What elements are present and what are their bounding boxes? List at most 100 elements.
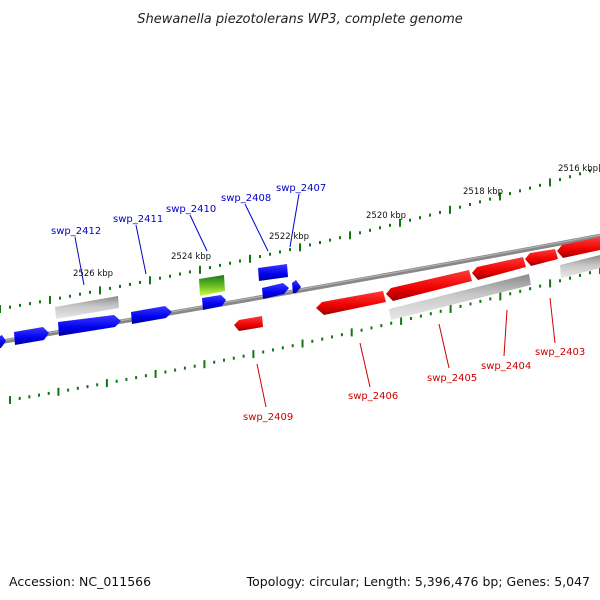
tick-minor xyxy=(321,337,324,341)
tick-minor xyxy=(213,360,216,364)
tick-minor xyxy=(262,350,265,354)
tick-minor xyxy=(390,321,393,325)
gene-arrow-forward[interactable] xyxy=(262,283,289,299)
reverse-strand-genes xyxy=(234,237,600,331)
gene-arrow-reverse[interactable] xyxy=(557,237,600,258)
tick-minor xyxy=(519,289,522,293)
tick-minor xyxy=(272,348,274,352)
gene-label-swp_2406[interactable]: swp_2406 xyxy=(348,391,398,402)
tick-minor xyxy=(311,339,314,343)
tick-major xyxy=(499,192,501,201)
tick-minor xyxy=(219,263,221,267)
tick-minor xyxy=(183,366,186,370)
tick-minor xyxy=(159,276,161,280)
other-genes xyxy=(55,255,600,320)
gene-block-gray[interactable] xyxy=(55,296,119,319)
gene-label-swp_2404[interactable]: swp_2404 xyxy=(481,361,531,372)
gene-block-gray[interactable] xyxy=(389,274,531,320)
gene-arrow-forward[interactable] xyxy=(58,315,121,336)
tick-major xyxy=(399,218,401,227)
gene-label-swp_2412[interactable]: swp_2412 xyxy=(51,226,101,237)
tick-minor xyxy=(189,270,191,274)
tick-minor xyxy=(38,393,40,397)
connector-swp_2404 xyxy=(503,309,508,357)
gene-label-swp_2403[interactable]: swp_2403 xyxy=(535,347,585,358)
tick-label-2520: 2520 kbp xyxy=(366,211,406,221)
tick-major xyxy=(105,379,108,388)
gene-arrow-forward[interactable] xyxy=(202,295,226,310)
tick-minor xyxy=(389,223,391,227)
tick-minor xyxy=(67,388,70,392)
tick-minor xyxy=(379,226,381,230)
tick-major xyxy=(449,304,452,313)
tick-minor xyxy=(419,216,421,220)
tick-minor xyxy=(509,292,512,296)
tick-minor xyxy=(232,356,235,360)
tick-minor xyxy=(28,395,31,399)
genome-title: Shewanella piezotolerans WP3, complete g… xyxy=(137,12,463,27)
tick-minor xyxy=(539,284,542,288)
gene-label-swp_2409[interactable]: swp_2409 xyxy=(243,412,293,423)
tick-minor xyxy=(429,213,431,217)
label-connectors xyxy=(74,193,556,408)
gene-arrow-forward[interactable] xyxy=(0,335,6,348)
gene-swp_2410[interactable] xyxy=(199,275,225,296)
tick-minor xyxy=(76,386,79,390)
tick-major xyxy=(350,328,353,337)
tick-major xyxy=(549,279,552,288)
gene-label-swp_2411[interactable]: swp_2411 xyxy=(113,214,163,225)
gene-swp_2403[interactable] xyxy=(525,249,558,266)
tick-minor xyxy=(469,302,472,306)
gene-swp_2404[interactable] xyxy=(472,257,526,280)
tick-major xyxy=(203,360,206,369)
gene-label-swp_2405[interactable]: swp_2405 xyxy=(427,373,477,384)
connector-swp_2408 xyxy=(244,203,269,252)
tick-minor xyxy=(579,273,581,277)
tick-minor xyxy=(479,299,482,303)
tick-minor xyxy=(47,391,50,395)
tick-minor xyxy=(281,346,284,350)
tick-minor xyxy=(291,344,294,348)
tick-major xyxy=(449,205,451,214)
gene-swp_2407[interactable] xyxy=(292,280,301,293)
tick-minor xyxy=(39,300,41,304)
gene-block-gray[interactable] xyxy=(560,255,600,278)
tick-minor xyxy=(559,279,561,283)
tick-minor xyxy=(209,266,211,270)
gene-swp_2405[interactable] xyxy=(386,270,472,301)
tick-minor xyxy=(9,305,11,309)
tick-minor xyxy=(144,374,147,378)
tick-minor xyxy=(259,255,261,258)
gene-arrow-forward[interactable] xyxy=(131,306,172,324)
tick-label-2518: 2518 kbp xyxy=(463,187,503,197)
tick-minor xyxy=(479,200,481,204)
tick-major xyxy=(57,387,60,396)
tick-minor xyxy=(429,312,432,316)
gene-swp_2406[interactable] xyxy=(316,291,386,315)
tick-minor xyxy=(569,175,571,179)
tick-minor xyxy=(223,358,225,362)
tick-minor xyxy=(569,276,571,280)
tick-minor xyxy=(529,186,531,190)
gene-swp_2409[interactable] xyxy=(234,316,263,331)
tick-minor xyxy=(509,192,511,196)
tick-major xyxy=(49,295,51,304)
gene-swp_2408[interactable] xyxy=(258,264,288,281)
tick-minor xyxy=(229,261,231,265)
connector-swp_2405 xyxy=(438,323,450,369)
forward-gene-labels: swp_2412 swp_2411 swp_2410 swp_2408 swp_… xyxy=(51,183,326,237)
gene-label-swp_2408[interactable]: swp_2408 xyxy=(221,193,271,204)
tick-minor xyxy=(279,250,281,254)
tick-label-2516: 2516 kbp xyxy=(558,164,598,174)
gene-label-swp_2407[interactable]: swp_2407 xyxy=(276,183,326,194)
tick-minor xyxy=(589,271,591,275)
tick-major xyxy=(400,316,403,325)
connector-swp_2406 xyxy=(359,342,371,388)
tick-minor xyxy=(59,296,61,300)
tick-major xyxy=(9,396,11,404)
gene-arrow-forward[interactable] xyxy=(14,327,49,345)
gene-label-swp_2410[interactable]: swp_2410 xyxy=(166,204,216,215)
tick-minor xyxy=(360,328,363,332)
tick-major xyxy=(154,369,157,378)
